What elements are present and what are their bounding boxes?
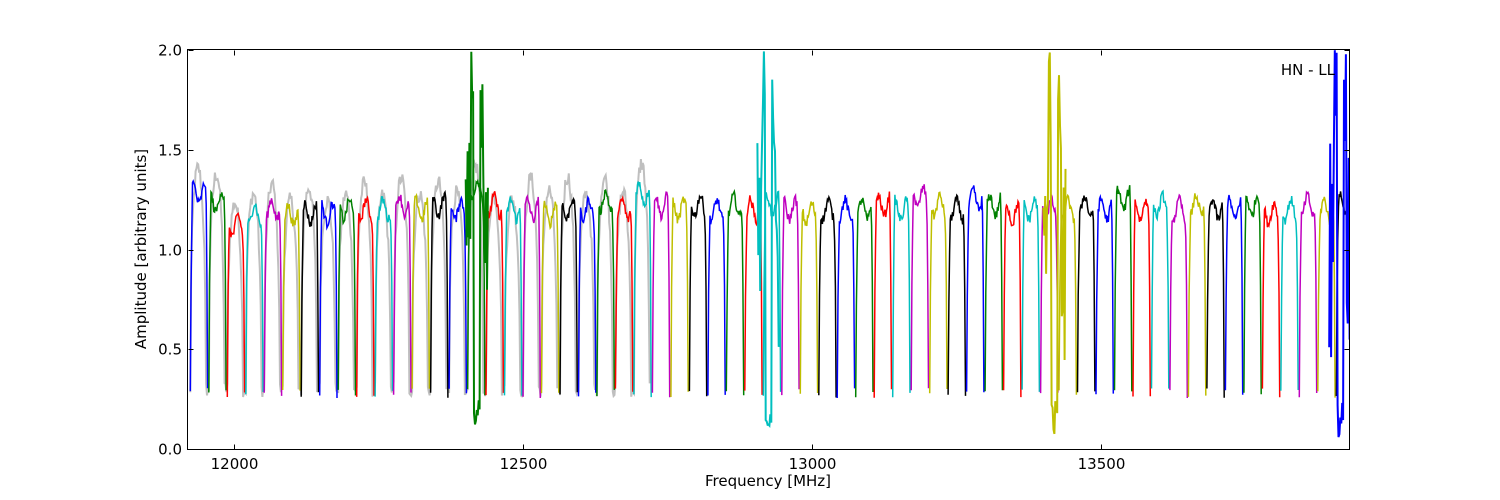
channel-trace-18 (503, 196, 523, 396)
channel-trace-14 (429, 189, 449, 398)
channel-trace-58 (1243, 194, 1262, 395)
channel-trace-29 (707, 198, 726, 396)
x-tick-label: 13500 (1078, 455, 1126, 473)
channel-trace-12 (392, 194, 412, 395)
y-axis-title: Amplitude [arbitrary units] (132, 149, 150, 349)
channel-trace-17 (485, 191, 505, 396)
channel-trace-38 (873, 191, 893, 398)
channel-trace-43 (965, 185, 985, 393)
channel-trace-24 (614, 195, 634, 392)
y-tick-label: 0.0 (158, 441, 182, 459)
channel-trace-5 (263, 198, 283, 396)
channel-trace-39 (891, 194, 911, 398)
channel-trace-55 (1187, 193, 1207, 397)
channel-trace-53 (1150, 189, 1170, 389)
channel-trace-8 (318, 200, 338, 399)
x-tick-label: 12000 (211, 455, 259, 473)
channel-trace-33 (781, 192, 800, 396)
channel-trace-7 (300, 200, 320, 397)
channel-trace-40 (910, 184, 930, 391)
channel-trace-50 (1095, 193, 1115, 395)
channel-trace-36 (836, 194, 856, 399)
channel-trace-49 (1076, 195, 1096, 393)
channel-trace-56 (1206, 199, 1225, 398)
channel-trace-26 (651, 191, 671, 398)
reference-trace (189, 159, 651, 399)
channel-trace-52 (1132, 198, 1152, 397)
channel-trace-34 (799, 201, 819, 394)
channel-trace-41 (928, 191, 948, 394)
y-tick-label: 2.0 (158, 42, 182, 60)
rfi-spike-1 (464, 51, 489, 425)
channel-trace-28 (688, 194, 708, 397)
channel-trace-13 (411, 192, 431, 389)
x-axis-title: Frequency [MHz] (705, 472, 831, 490)
channel-trace-60 (1280, 196, 1299, 391)
channel-trace-6 (281, 203, 301, 391)
channel-trace-59 (1261, 200, 1281, 398)
channel-trace-10 (355, 195, 375, 397)
ticks-layer: 12000 12500 13000 13500 0.0 0.5 1.0 1.5 2.0 (158, 42, 1350, 473)
channel-trace-25 (633, 181, 652, 398)
x-tick-label: 12500 (500, 455, 548, 473)
channel-trace-4 (245, 203, 264, 395)
channel-trace-42 (947, 193, 967, 396)
channel-trace-37 (854, 197, 874, 398)
plot-frame (187, 49, 1350, 450)
channel-trace-15 (448, 195, 468, 394)
channel-trace-23 (596, 189, 616, 397)
channel-trace-21 (559, 196, 579, 395)
channel-trace-9 (337, 197, 357, 396)
channel-trace-20 (540, 200, 560, 394)
channel-trace-63 (1335, 191, 1349, 397)
rfi-spike-4 (1328, 50, 1349, 438)
series-layer (189, 50, 1349, 438)
x-tick-label: 13000 (789, 455, 837, 473)
channel-trace-51 (1113, 185, 1133, 392)
channel-trace-61 (1298, 190, 1318, 398)
channel-trace-11 (374, 195, 394, 397)
channel-trace-22 (577, 194, 597, 397)
y-tick-label: 1.5 (158, 142, 182, 160)
channel-trace-54 (1169, 193, 1189, 399)
chart-annotation: HN - LL (1281, 61, 1336, 79)
channel-trace-57 (1224, 194, 1244, 395)
channel-trace-1 (189, 179, 209, 392)
channel-trace-19 (522, 194, 542, 399)
channel-trace-2 (208, 189, 227, 393)
channel-trace-30 (725, 188, 745, 396)
y-tick-label: 0.5 (158, 341, 182, 359)
rfi-spike-2 (756, 51, 781, 428)
channel-trace-3 (226, 212, 246, 398)
rfi-spike-3 (1042, 52, 1067, 435)
channel-trace-45 (1002, 198, 1022, 398)
y-tick-label: 1.0 (158, 242, 182, 260)
channel-trace-44 (984, 192, 1004, 392)
channel-trace-27 (670, 196, 689, 398)
channel-trace-46 (1021, 196, 1041, 392)
channel-trace-35 (818, 194, 837, 398)
